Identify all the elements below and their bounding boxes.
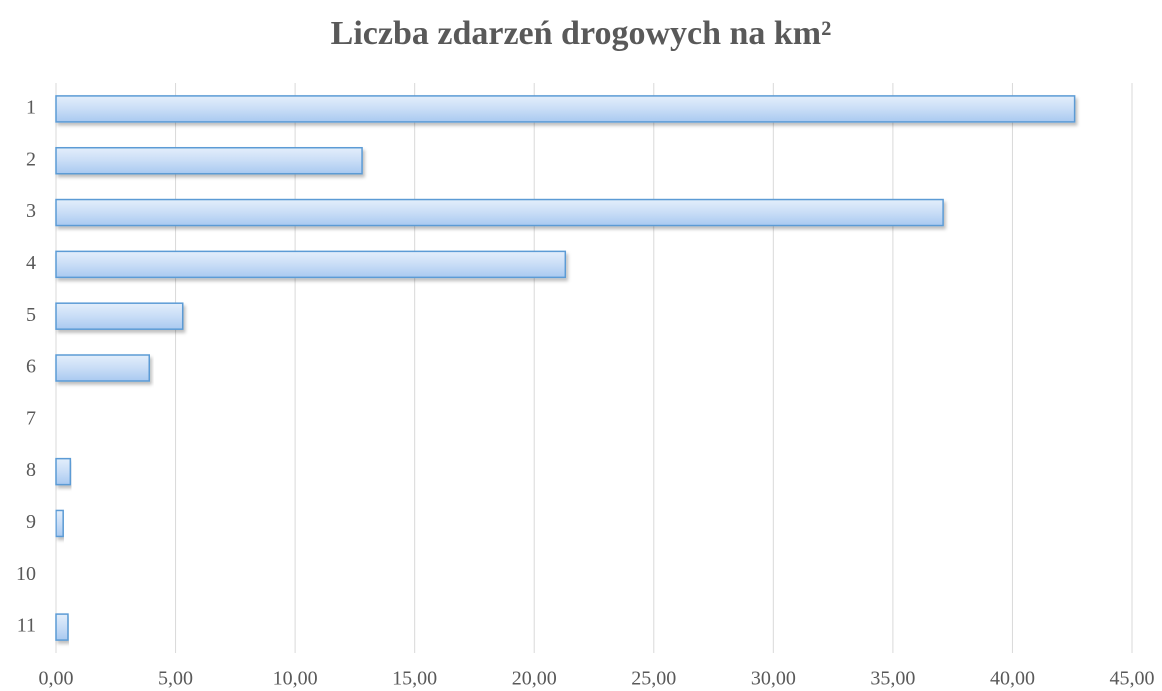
bar — [55, 198, 944, 227]
x-tick-label: 0,00 — [39, 668, 74, 690]
y-tick-label: 5 — [26, 304, 36, 326]
bar — [55, 95, 1076, 123]
bar — [55, 613, 69, 641]
x-tick-label: 45,00 — [1110, 668, 1155, 690]
chart-title: Liczba zdarzeń drogowych na km² — [331, 15, 832, 52]
y-tick-label: 9 — [26, 511, 36, 533]
y-tick-label: 6 — [26, 356, 36, 378]
y-tick-label: 3 — [26, 200, 36, 222]
bar — [55, 457, 72, 486]
bar — [55, 146, 363, 175]
bar — [55, 302, 184, 330]
y-tick-label: 1 — [26, 97, 36, 119]
bar — [55, 250, 567, 279]
x-tick-label: 40,00 — [990, 668, 1035, 690]
y-tick-label: 10 — [16, 563, 36, 585]
y-tick-label: 7 — [26, 407, 36, 429]
x-tick-label: 25,00 — [631, 668, 676, 690]
x-tick-label: 35,00 — [870, 668, 915, 690]
bar — [55, 509, 64, 538]
bar — [55, 354, 151, 382]
x-tick-label: 20,00 — [512, 668, 557, 690]
x-tick-label: 15,00 — [392, 668, 437, 690]
y-tick-label: 11 — [17, 615, 36, 637]
x-tick-label: 5,00 — [158, 668, 193, 690]
y-tick-label: 4 — [26, 252, 36, 274]
x-tick-label: 30,00 — [751, 668, 796, 690]
y-tick-label: 8 — [26, 459, 36, 481]
x-tick-label: 10,00 — [273, 668, 318, 690]
y-tick-label: 2 — [26, 148, 36, 170]
